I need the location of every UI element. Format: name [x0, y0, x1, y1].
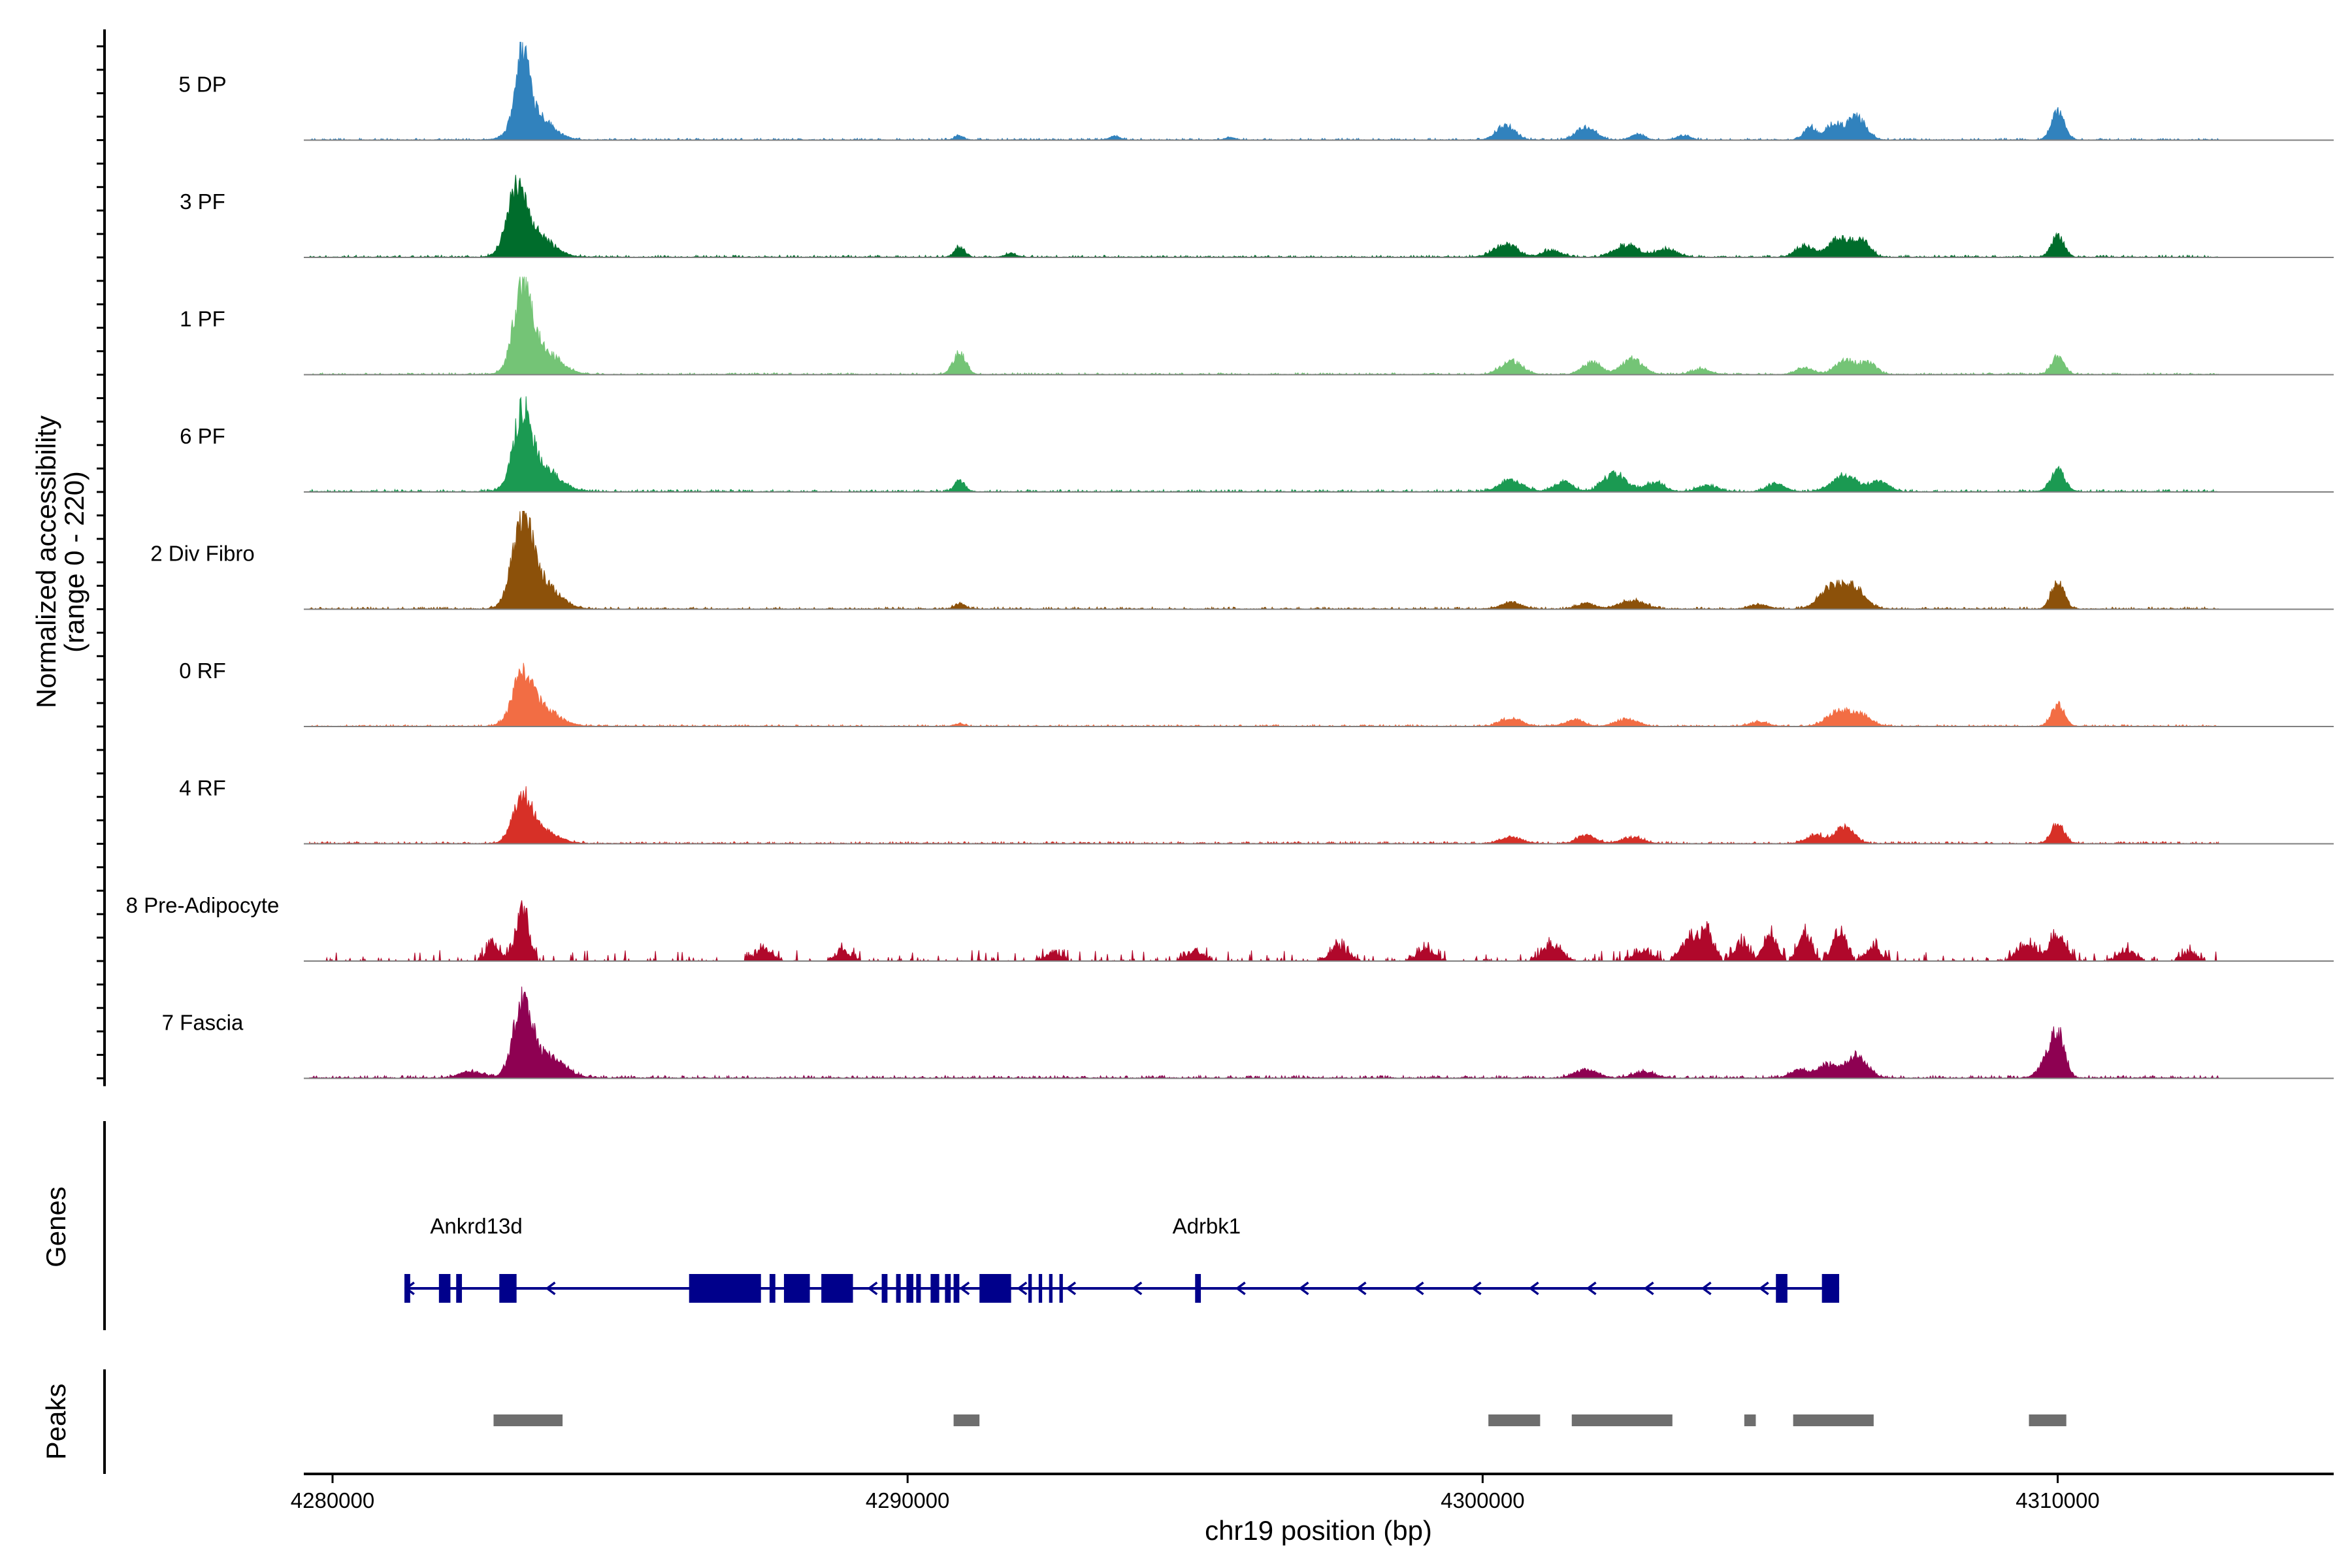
exon	[404, 1274, 410, 1303]
peak-regions	[493, 1414, 2066, 1426]
coverage-area	[309, 511, 2219, 610]
strand-arrow	[1413, 1281, 1424, 1296]
coverage-area	[309, 900, 2219, 962]
y-axis	[97, 29, 106, 1086]
genes-panel: Genes Ankrd13d Adrbk1	[41, 1121, 1840, 1330]
exon	[979, 1274, 1011, 1303]
track-label: 8 Pre-Adipocyte	[126, 893, 280, 917]
track-label: 1 PF	[180, 307, 225, 331]
coverage-area	[309, 396, 2219, 493]
strand-arrow	[1643, 1281, 1654, 1296]
strand-arrow	[1701, 1281, 1712, 1296]
y-axis-label-range: (range 0 - 220)	[59, 471, 90, 653]
coverage-area	[309, 786, 2219, 845]
coverage-area	[309, 174, 2219, 259]
peak-region	[493, 1414, 563, 1426]
gene-label: Ankrd13d	[430, 1214, 522, 1238]
exon	[881, 1274, 888, 1303]
exon	[945, 1274, 951, 1303]
peaks-panel-label: Peaks	[41, 1384, 71, 1460]
strand-arrow	[1528, 1281, 1539, 1296]
coverage-area	[309, 662, 2219, 728]
exon	[930, 1274, 939, 1303]
track-label: 5 DP	[178, 73, 226, 97]
track-2: 3 PF	[180, 174, 2334, 259]
track-4: 6 PF	[180, 396, 2334, 493]
exon	[1028, 1274, 1032, 1303]
track-label: 7 Fascia	[162, 1011, 244, 1035]
strand-arrow	[867, 1281, 878, 1296]
exon	[1049, 1274, 1053, 1303]
track-label: 4 RF	[179, 776, 226, 800]
gene-adrbk1: Adrbk1	[689, 1214, 1840, 1303]
track-label: 2 Div Fibro	[150, 542, 255, 566]
peak-region	[1793, 1414, 1874, 1426]
coverage-tracks: 5 DP 3 PF 1 PF 6 PF 2 Div Fibro 0 RF 4 RF 8 Pre…	[126, 42, 2334, 1079]
track-9: 7 Fascia	[162, 987, 2334, 1079]
gene-label: Adrbk1	[1173, 1214, 1241, 1238]
peak-region	[1744, 1414, 1756, 1426]
strand-arrow	[1017, 1281, 1028, 1296]
exon	[689, 1274, 761, 1303]
track-7: 4 RF	[179, 776, 2334, 845]
strand-arrow	[1235, 1281, 1246, 1296]
exon	[499, 1274, 517, 1303]
exon	[783, 1274, 810, 1303]
x-tick-label: 4300000	[1441, 1488, 1524, 1512]
strand-arrow	[1132, 1281, 1143, 1296]
gene-ankrd13d: Ankrd13d	[404, 1214, 523, 1303]
track-label: 0 RF	[179, 659, 226, 683]
exon	[1038, 1274, 1043, 1303]
gene-model: Ankrd13d Adrbk1	[404, 1214, 1840, 1303]
exon	[1821, 1274, 1840, 1303]
exon	[456, 1274, 463, 1303]
strand-arrow	[1586, 1281, 1597, 1296]
x-tick-label: 4280000	[291, 1488, 374, 1512]
coverage-area	[309, 987, 2219, 1079]
exon	[916, 1274, 921, 1303]
peak-region	[1571, 1414, 1673, 1426]
exon	[953, 1274, 960, 1303]
track-label: 3 PF	[180, 189, 225, 214]
x-tick-label: 4310000	[2016, 1488, 2099, 1512]
track-8: 8 Pre-Adipocyte	[126, 893, 2334, 962]
x-axis-label: chr19 position (bp)	[1205, 1515, 1432, 1546]
genes-panel-label: Genes	[41, 1186, 71, 1267]
exon	[1776, 1274, 1788, 1303]
peak-region	[1488, 1414, 1541, 1426]
strand-arrow	[1066, 1281, 1077, 1296]
peak-region	[953, 1414, 980, 1426]
x-axis: 4280000 4290000 4300000 4310000	[291, 1473, 2334, 1512]
strand-arrow	[1356, 1281, 1367, 1296]
strand-arrow	[1758, 1281, 1769, 1296]
exon	[906, 1274, 913, 1303]
strand-arrow	[545, 1281, 556, 1296]
exon	[896, 1274, 901, 1303]
strand-arrow	[1298, 1281, 1309, 1296]
coverage-area	[309, 42, 2219, 141]
exon	[1195, 1274, 1201, 1303]
peaks-panel: Peaks	[41, 1369, 2066, 1474]
strand-arrow	[959, 1281, 970, 1296]
exon	[438, 1274, 451, 1303]
strand-arrow	[1471, 1281, 1482, 1296]
y-axis-label: Normalized accessibility	[31, 416, 61, 708]
track-3: 1 PF	[180, 276, 2334, 376]
track-5: 2 Div Fibro	[150, 511, 2334, 610]
exon	[821, 1274, 853, 1303]
peak-region	[2029, 1414, 2066, 1426]
x-tick-label: 4290000	[866, 1488, 949, 1512]
exon	[769, 1274, 776, 1303]
track-1: 5 DP	[178, 42, 2334, 141]
track-6: 0 RF	[179, 659, 2334, 728]
track-label: 6 PF	[180, 424, 225, 448]
exon	[1059, 1274, 1063, 1303]
coverage-area	[309, 276, 2219, 376]
